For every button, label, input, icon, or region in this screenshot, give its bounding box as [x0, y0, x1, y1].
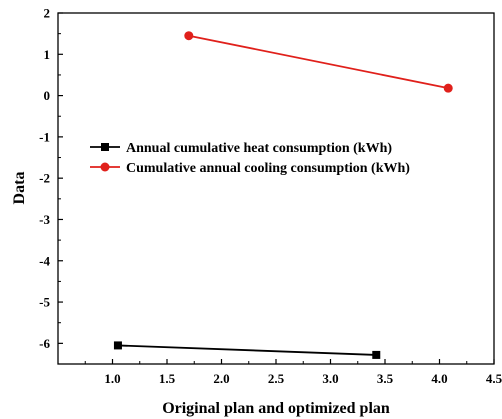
y-tick-label: -6	[39, 336, 50, 351]
data-point	[372, 350, 381, 359]
y-axis-ticks: -6 -5 -4 -3 -2 -1 0 1 2	[39, 6, 63, 365]
series-line-2	[188, 34, 449, 90]
y-tick-label: -3	[39, 212, 50, 227]
y-tick-label: -1	[39, 129, 50, 144]
x-tick-label: 4.0	[431, 371, 447, 386]
data-point	[113, 341, 122, 350]
y-tick-label: 0	[44, 88, 51, 103]
legend-marker-1	[101, 143, 109, 151]
x-axis-title: Original plan and optimized plan	[162, 400, 390, 417]
y-tick-label: -2	[39, 171, 50, 186]
x-tick-label: 2.0	[213, 371, 229, 386]
legend-marker-2	[100, 162, 110, 172]
series-layer	[113, 31, 453, 359]
plot-frame	[57, 12, 495, 365]
x-tick-label: 3.5	[377, 371, 394, 386]
legend-label-1: Annual cumulative heat consumption (kWh)	[126, 141, 392, 156]
y-tick-label: 2	[44, 6, 51, 21]
x-tick-label: 1.5	[159, 371, 176, 386]
x-axis-ticks: 1.0 1.5 2.0 2.5 3.0 3.5 4.0 4.5	[84, 359, 502, 386]
y-tick-label: -4	[39, 253, 50, 268]
data-point	[443, 83, 453, 93]
x-tick-label: 3.0	[322, 371, 338, 386]
y-axis-title: Data	[11, 172, 28, 205]
y-tick-label: -5	[39, 295, 50, 310]
data-point	[184, 31, 194, 41]
x-tick-label: 1.0	[104, 371, 120, 386]
x-tick-label: 2.5	[268, 371, 285, 386]
legend-label-2: Cumulative annual cooling consumption (k…	[126, 161, 410, 176]
x-tick-label: 4.5	[486, 371, 502, 386]
y-tick-label: 1	[44, 47, 51, 62]
legend: Annual cumulative heat consumption (kWh)…	[90, 141, 410, 176]
series-line-1	[117, 344, 377, 356]
